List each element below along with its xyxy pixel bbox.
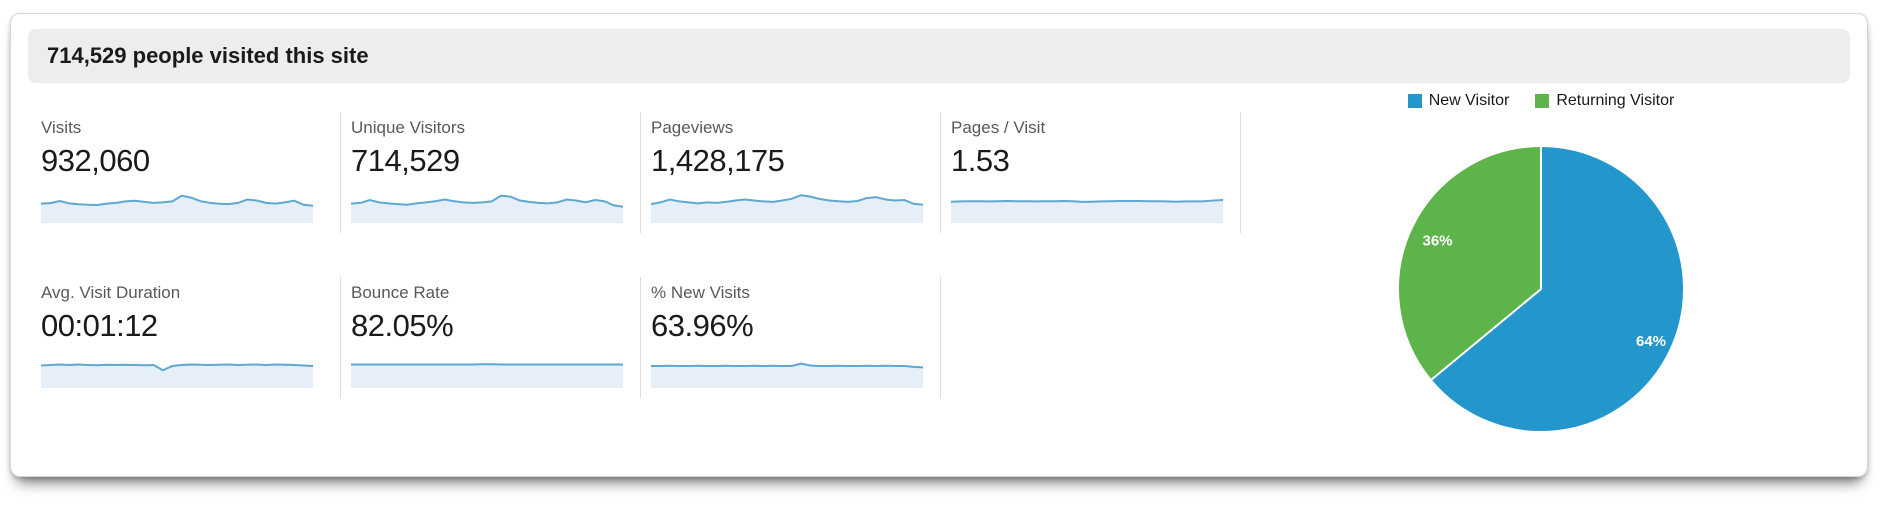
metric-value: 1,428,175 <box>651 143 785 178</box>
metric-card-unique-visitors[interactable]: Unique Visitors 714,529 <box>341 112 641 233</box>
summary-title: 714,529 people visited this site <box>47 43 369 68</box>
sparkline-chart <box>651 194 923 223</box>
metric-label: Unique Visitors <box>351 118 466 137</box>
legend-label: Returning Visitor <box>1556 92 1675 109</box>
metric-card-avg-visit-duration[interactable]: Avg. Visit Duration 00:01:12 <box>41 277 341 398</box>
pie-slice-new-visitor[interactable] <box>1429 144 1685 433</box>
metric-label: % New Visits <box>651 283 750 302</box>
sparkline-chart <box>41 363 313 388</box>
sparkline-chart <box>351 194 623 223</box>
pie-slice-label: 36% <box>1422 232 1452 249</box>
sparkline-chart <box>651 362 923 388</box>
metric-card-pageviews[interactable]: Pageviews 1,428,175 <box>641 112 941 233</box>
sparkline-chart <box>41 194 313 223</box>
sparkline-chart <box>951 199 1223 223</box>
pie-chart[interactable]: 64% 36% <box>1391 139 1691 439</box>
summary-header: 714,529 people visited this site <box>28 29 1850 83</box>
metric-label: Visits <box>41 118 82 137</box>
metrics-row-1: Visits 932,060 Unique Visitors 714,529 P… <box>41 112 1241 233</box>
metric-value: 932,060 <box>41 143 150 178</box>
metric-card-pages-per-visit[interactable]: Pages / Visit 1.53 <box>941 112 1241 233</box>
visitor-type-pie-wrap: 64% 36% <box>1391 139 1691 439</box>
metric-card-percent-new-visits[interactable]: % New Visits 63.96% <box>641 277 941 398</box>
metric-value: 63.96% <box>651 308 754 343</box>
metric-value: 714,529 <box>351 143 460 178</box>
pie-slice-label: 64% <box>1636 333 1666 350</box>
analytics-overview-panel: 714,529 people visited this site Visits … <box>10 13 1868 477</box>
metric-value: 1.53 <box>951 143 1010 178</box>
metric-value: 82.05% <box>351 308 454 343</box>
sparkline-chart <box>351 363 623 388</box>
metric-label: Bounce Rate <box>351 283 450 302</box>
legend-label: New Visitor <box>1428 92 1510 109</box>
metric-label: Avg. Visit Duration <box>41 283 181 302</box>
metric-value: 00:01:12 <box>41 308 158 343</box>
legend-item-returning-visitor: Returning Visitor <box>1535 92 1674 110</box>
metric-label: Pageviews <box>651 118 734 137</box>
metric-card-bounce-rate[interactable]: Bounce Rate 82.05% <box>341 277 641 398</box>
metrics-row-2: Avg. Visit Duration 00:01:12 Bounce Rate… <box>41 277 1241 398</box>
visitor-type-legend: New Visitor Returning Visitor <box>1241 92 1841 110</box>
metric-card-visits[interactable]: Visits 932,060 <box>41 112 341 233</box>
legend-swatch-icon <box>1407 94 1422 108</box>
metric-label: Pages / Visit <box>951 118 1046 137</box>
legend-item-new-visitor: New Visitor <box>1407 92 1510 110</box>
metrics-grid: Visits 932,060 Unique Visitors 714,529 P… <box>41 112 1241 398</box>
legend-swatch-icon <box>1535 94 1550 108</box>
pie-slice-returning-visitor[interactable] <box>1397 144 1542 382</box>
